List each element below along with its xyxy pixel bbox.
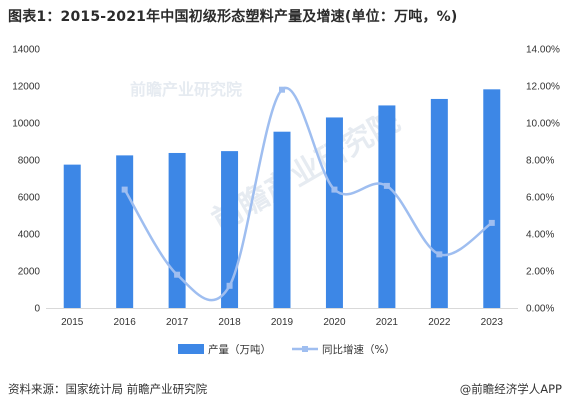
watermark-text: 前瞻产业研究院	[130, 80, 242, 99]
bar	[168, 152, 186, 308]
growth-marker	[331, 186, 338, 193]
y-left-tick-label: 14000	[12, 45, 40, 56]
y-right-tick-label: 6.00%	[526, 193, 554, 204]
y-left-tick-label: 10000	[12, 119, 40, 130]
y-left-tick-label: 6000	[18, 193, 41, 204]
growth-marker	[488, 219, 495, 226]
growth-marker	[121, 186, 128, 193]
legend-label-bar: 产量（万吨）	[208, 343, 271, 356]
growth-marker	[383, 182, 390, 189]
x-tick-label: 2022	[428, 317, 451, 328]
y-left-tick-label: 12000	[12, 82, 40, 93]
x-tick-label: 2019	[271, 317, 294, 328]
bar	[483, 89, 501, 308]
x-tick-label: 2017	[166, 317, 189, 328]
bar	[221, 151, 239, 308]
y-left-tick-label: 8000	[18, 156, 41, 167]
y-left-tick-label: 2000	[18, 267, 41, 278]
x-tick-label: 2020	[323, 317, 346, 328]
y-right-tick-label: 8.00%	[526, 156, 554, 167]
legend-label-line: 同比增速（%）	[322, 343, 395, 356]
y-right-tick-label: 12.00%	[526, 82, 560, 93]
x-tick-label: 2016	[114, 317, 137, 328]
x-tick-label: 2021	[376, 317, 399, 328]
legend: 产量（万吨） 同比增速（%）	[178, 343, 395, 356]
bar	[63, 164, 81, 308]
x-tick-label: 2018	[218, 317, 241, 328]
x-tick-label: 2015	[61, 317, 84, 328]
y-right-tick-label: 4.00%	[526, 230, 554, 241]
y-left-tick-label: 4000	[18, 230, 41, 241]
bar	[116, 155, 134, 308]
bar	[273, 131, 291, 308]
y-right-tick-label: 2.00%	[526, 267, 554, 278]
bar	[378, 105, 396, 308]
bar	[325, 117, 343, 308]
y-left-tick-label: 0	[34, 304, 40, 315]
legend-swatch-marker	[302, 346, 308, 352]
y-right-tick-label: 14.00%	[526, 45, 560, 56]
x-tick-label: 2023	[481, 317, 504, 328]
growth-marker	[436, 251, 443, 258]
growth-marker	[226, 282, 233, 289]
y-right-tick-label: 0.00%	[526, 304, 554, 315]
growth-marker	[174, 271, 181, 278]
growth-line	[123, 86, 493, 302]
y-right-tick-label: 10.00%	[526, 119, 560, 130]
credit-note: @前瞻经济学人APP	[459, 382, 562, 396]
chart-title: 图表1：2015-2021年中国初级形态塑料产量及增速(单位：万吨，%)	[8, 9, 458, 25]
line-layer	[121, 86, 495, 302]
axes-layer: 0 2000 4000 6000 8000 10000 12000 14000 0.00% 2.0…	[12, 45, 560, 329]
bar	[430, 98, 448, 308]
growth-marker	[279, 86, 285, 93]
source-note: 资料来源：国家统计局 前瞻产业研究院	[8, 382, 208, 396]
legend-swatch-bar	[178, 344, 204, 354]
